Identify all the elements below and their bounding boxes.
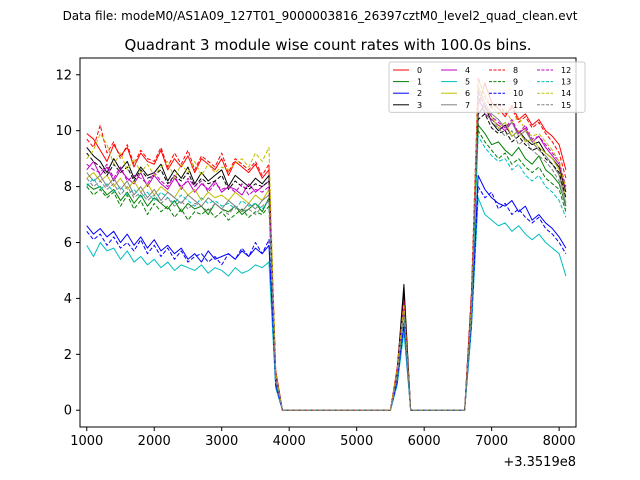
series-line-11 [86,113,567,411]
x-tick-label: 2000 [138,434,171,449]
plot-frame [79,57,577,428]
series-layer [86,77,567,411]
y-tick-label: 2 [64,348,72,363]
legend-label-7: 7 [465,101,470,110]
series-line-10 [86,186,567,411]
legend-label-5: 5 [465,78,470,87]
legend-label-0: 0 [417,66,422,75]
x-tick-label: 5000 [340,434,373,449]
series-line-2 [86,174,567,411]
legend-label-12: 12 [561,66,571,75]
y-tick-label: 6 [64,236,72,251]
series-line-5 [86,197,567,411]
legend-label-1: 1 [417,78,422,87]
chart-suptitle: Data file: modeM0/AS1A09_127T01_90000038… [63,9,578,23]
x-tick-label: 8000 [543,434,576,449]
y-tick-label: 4 [64,292,72,307]
x-tick-label: 3000 [205,434,238,449]
series-line-12 [86,91,567,411]
legend-label-10: 10 [513,89,523,98]
x-tick-label: 4000 [273,434,306,449]
legend-label-11: 11 [513,101,523,110]
legend-label-8: 8 [513,66,518,75]
legend-label-3: 3 [417,101,422,110]
legend-label-4: 4 [465,66,470,75]
y-tick-label: 8 [64,180,72,195]
legend-label-9: 9 [513,78,518,87]
y-tick-label: 10 [55,124,72,139]
series-line-15 [86,93,567,411]
plot-area [80,58,576,427]
legend-label-14: 14 [561,89,571,98]
x-tick-label: 7000 [475,434,508,449]
legend-label-2: 2 [417,89,422,98]
series-line-14 [86,79,567,411]
series-line-6 [86,88,567,411]
legend-label-6: 6 [465,89,470,98]
axis-ticks: 1000 2000 3000 4000 5000 6000 7000 800002468101… [55,68,575,449]
x-tick-label: 1000 [70,434,103,449]
series-line-7 [86,85,567,411]
y-tick-label: 0 [64,404,72,419]
x-tick-label: 6000 [408,434,441,449]
legend-label-13: 13 [561,78,571,87]
series-line-9 [86,130,567,411]
chart-title: Quadrant 3 module wise count rates with … [124,36,531,54]
x-offset-label: +3.3519e8 [503,455,576,470]
legend-label-15: 15 [561,101,571,110]
legend-box [388,61,586,113]
y-tick-label: 12 [55,68,72,83]
